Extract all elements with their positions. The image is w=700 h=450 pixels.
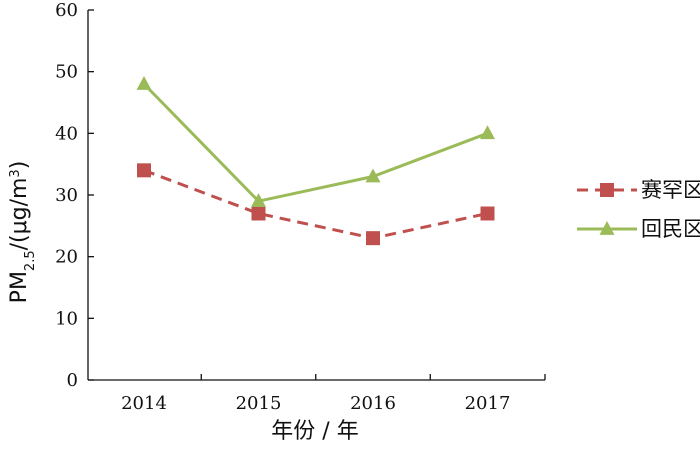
y-tick-label: 40 <box>55 123 78 144</box>
series-layer <box>136 75 495 246</box>
data-point <box>480 125 495 140</box>
y-axis-label: PM2.5/(μg/m3) <box>7 161 38 304</box>
data-point <box>365 168 381 183</box>
legend-item-1: 赛罕区 <box>577 178 700 202</box>
series-2 <box>136 75 495 208</box>
legend-marker <box>599 220 615 235</box>
y-label-suffix: ) <box>7 161 32 170</box>
legend-label: 回民区 <box>641 217 700 241</box>
data-point <box>251 193 266 208</box>
legend-marker <box>600 183 614 197</box>
x-tick-label: 2015 <box>236 393 282 414</box>
data-point <box>137 163 151 178</box>
y-tick-label: 10 <box>55 308 78 329</box>
data-point <box>366 231 380 246</box>
y-tick-label: 50 <box>55 62 78 83</box>
x-tick-label: 2017 <box>465 393 511 414</box>
series-line <box>142 82 489 203</box>
y-tick-label: 0 <box>67 370 78 391</box>
x-tick-label: 2016 <box>350 393 396 414</box>
series-1 <box>137 163 495 246</box>
y-tick-label: 30 <box>55 185 78 206</box>
y-tick-label: 20 <box>55 247 78 268</box>
y-label-prefix: PM <box>7 271 32 303</box>
x-axis-label: 年份 / 年 <box>271 419 358 444</box>
data-point <box>480 206 495 221</box>
y-label-sup: 3 <box>8 169 23 177</box>
x-tick-label: 2014 <box>121 393 167 414</box>
legend-label: 赛罕区 <box>641 178 700 202</box>
series-line <box>143 168 488 240</box>
data-point <box>136 75 152 90</box>
y-label-sub: 2.5 <box>23 250 38 271</box>
data-point <box>251 206 266 221</box>
axes: 0 10 20 30 40 50 60 2014 2015 2016 2017 <box>55 0 546 414</box>
legend-item-2: 回民区 <box>577 217 700 241</box>
y-tick-label: 60 <box>55 0 78 21</box>
y-label-mid: /(μg/m <box>7 178 32 251</box>
